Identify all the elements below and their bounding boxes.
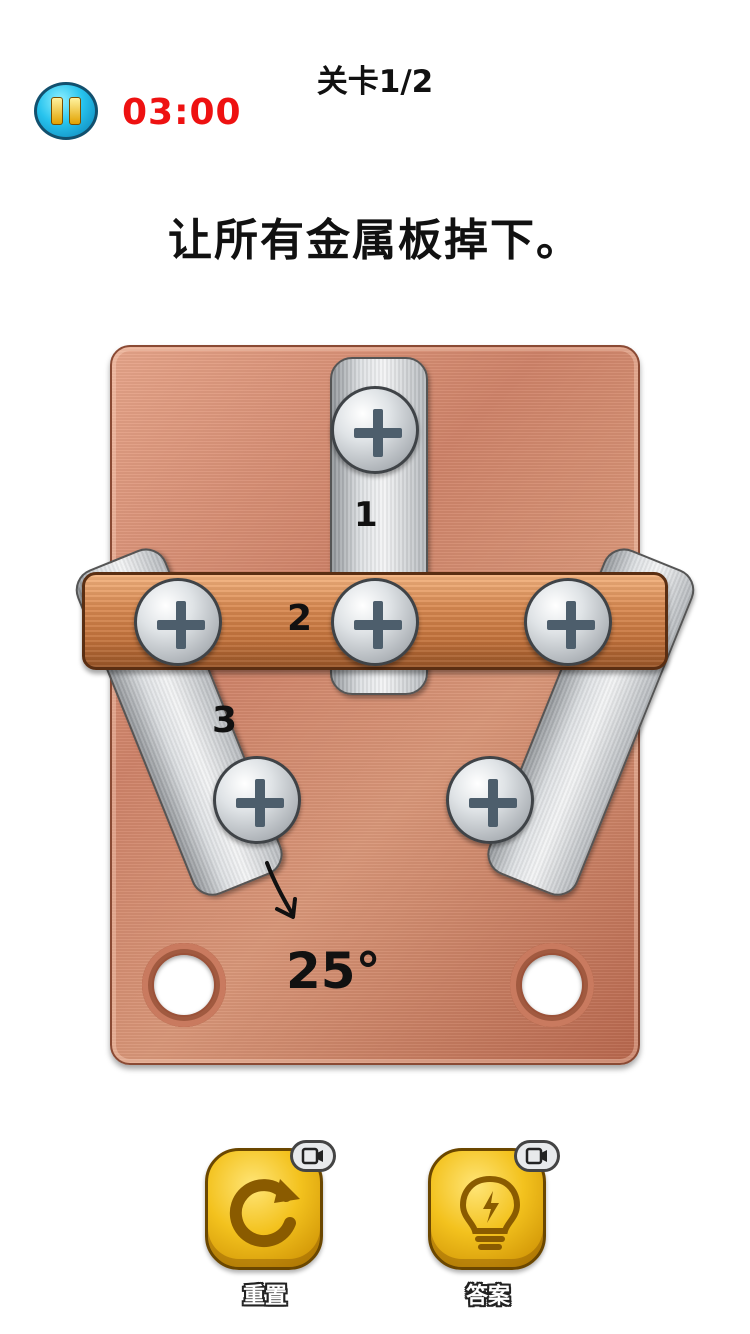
plate-label-1: 1: [354, 495, 378, 535]
plate-label-2: 2: [287, 598, 313, 639]
screw-plank-center[interactable]: [331, 578, 419, 666]
refresh-icon: [229, 1179, 300, 1248]
screw-plank-left[interactable]: [134, 578, 222, 666]
screw-icon: [354, 409, 402, 457]
screw-top[interactable]: [331, 386, 419, 474]
lightbulb-icon: [459, 1175, 521, 1250]
video-ad-icon: [525, 1147, 547, 1165]
screw-icon: [354, 601, 402, 649]
screw-plank-right[interactable]: [524, 578, 612, 666]
screw-icon: [547, 601, 595, 649]
screw-left-bottom[interactable]: [213, 756, 301, 844]
instruction-text: 让所有金属板掉下。: [168, 215, 582, 266]
hand-drawn-arrow: [265, 861, 297, 919]
hole-right: [510, 943, 594, 1027]
hole-left: [142, 943, 226, 1027]
level-indicator: 关卡1/2: [316, 64, 434, 100]
countdown-timer: 03:00: [122, 92, 242, 133]
plate-label-3: 3: [212, 700, 238, 741]
answer-label: 答案: [465, 1284, 510, 1309]
pause-icon: [51, 97, 63, 125]
screw-icon: [236, 779, 284, 827]
screw-icon: [469, 779, 517, 827]
pause-button[interactable]: [34, 82, 98, 140]
video-ad-icon: [301, 1147, 323, 1165]
reset-video-badge: [290, 1140, 336, 1172]
answer-video-badge: [514, 1140, 560, 1172]
angle-annotation: 25°: [286, 942, 381, 1000]
screw-icon: [157, 601, 205, 649]
reset-label: 重置: [242, 1284, 287, 1309]
screw-right-bottom[interactable]: [446, 756, 534, 844]
